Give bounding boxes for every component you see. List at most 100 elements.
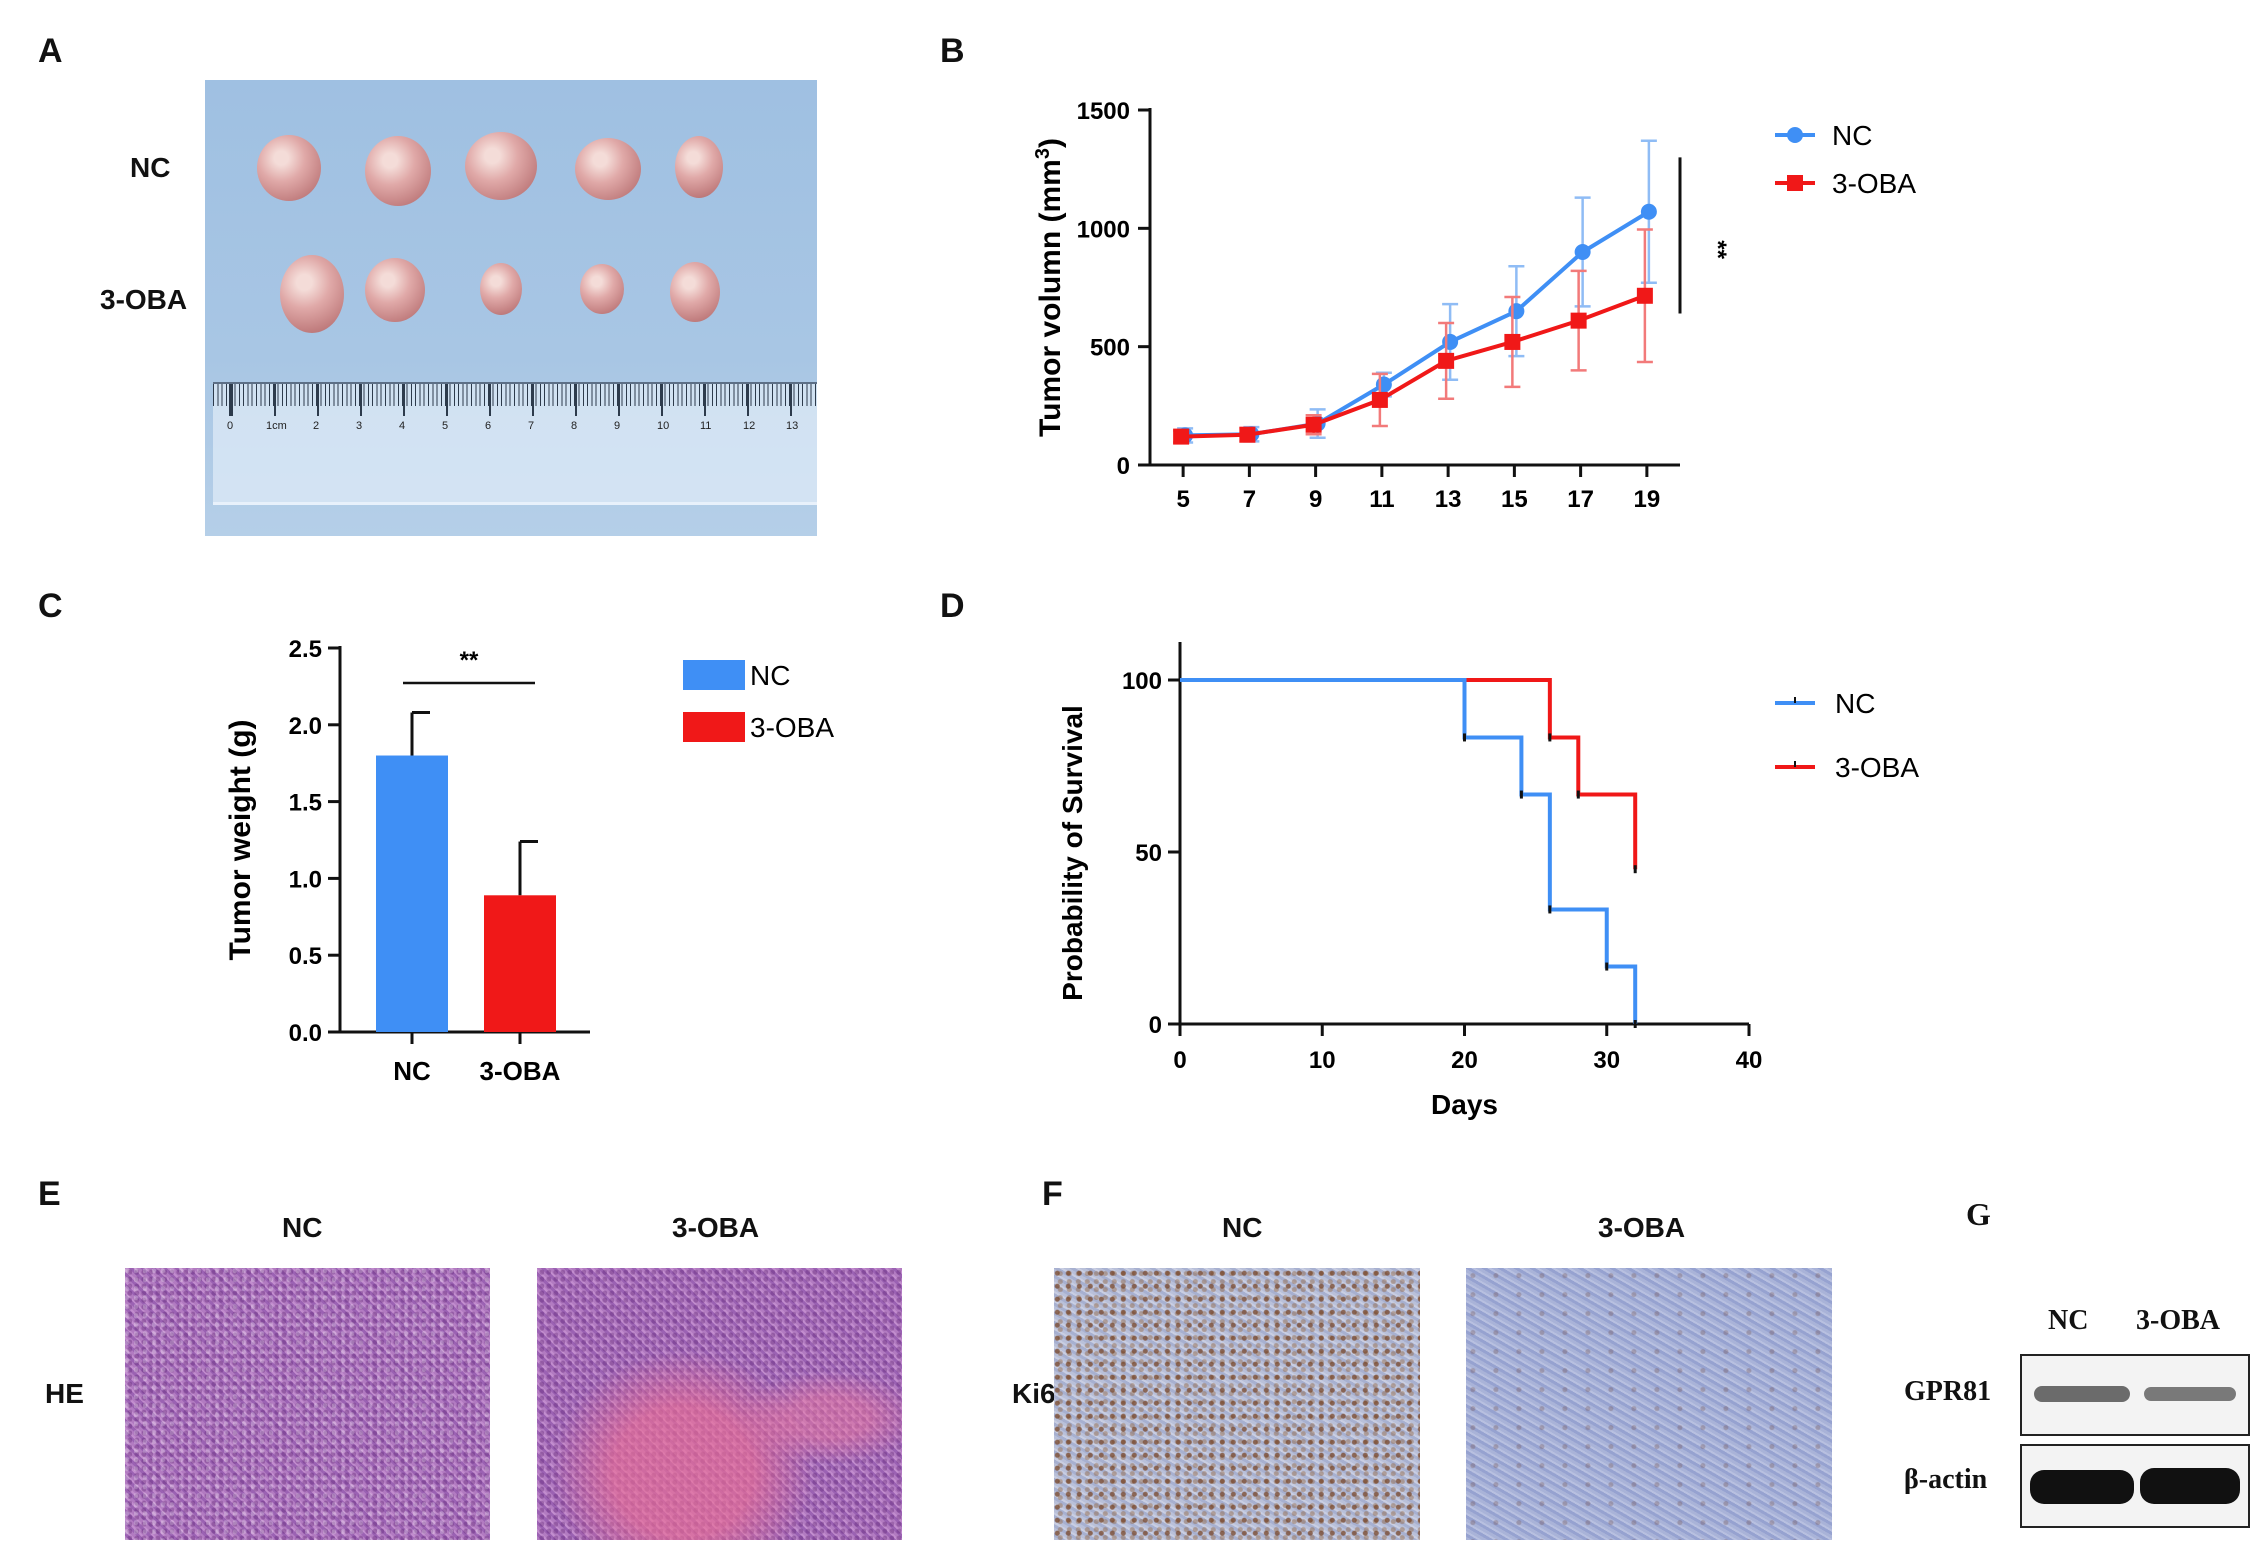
data-point [1636, 287, 1653, 304]
series-line-3oba [1181, 293, 1646, 439]
y-axis-label-close: ) [1034, 138, 1067, 148]
panel-label-g: G [1966, 1196, 1991, 1232]
panel-label-b: B [940, 32, 965, 70]
x-tick-label: 17 [1567, 486, 1594, 513]
he-image-3oba [537, 1268, 902, 1540]
legend-label: NC [1835, 688, 1875, 719]
y-tick-label: 0 [1149, 1012, 1162, 1039]
x-tick-label: 19 [1634, 486, 1661, 513]
legend-marker [1787, 127, 1803, 143]
data-point [1173, 428, 1190, 445]
bar-3oba [484, 895, 556, 1032]
survival-curve-nc [1180, 678, 1638, 1024]
ruler-tick-label: 13 [786, 420, 799, 432]
ruler-tick-label: 1cm [266, 420, 287, 432]
ki67-image-3oba [1466, 1268, 1832, 1540]
tumor-nc-4 [575, 138, 641, 200]
ruler-tick-label: 10 [657, 420, 670, 432]
panel-a-row-label-nc: NC [130, 152, 171, 183]
x-tick-label: 15 [1501, 486, 1528, 513]
ruler-tick-label: 9 [614, 420, 621, 432]
panel-a-row-label-3oba: 3-OBA [100, 284, 188, 315]
data-point [1305, 416, 1322, 433]
blot-actin [2020, 1444, 2250, 1528]
ruler-tick-label: 0 [227, 420, 234, 432]
y-axis-label: Probability of Survival [1057, 705, 1088, 1001]
blot-row-label-actin: β-actin [1904, 1464, 1988, 1495]
tumor-nc-2 [365, 136, 431, 206]
ruler-tick-label: 12 [743, 420, 756, 432]
bar-nc [376, 755, 448, 1032]
survival-curve-3oba [1180, 678, 1638, 870]
x-tick-label: 30 [1593, 1047, 1620, 1074]
legend-swatch [683, 660, 745, 690]
x-axis-label: Days [1431, 1089, 1498, 1120]
legend-swatch [683, 712, 745, 742]
x-tick-label: 10 [1309, 1047, 1336, 1074]
ruler-tick-label: 2 [313, 420, 320, 432]
panel-e-col-3oba: 3-OBA [672, 1212, 760, 1243]
ruler-tick-label: 11 [700, 420, 712, 432]
panel-label-e: E [38, 1175, 61, 1213]
blot-band-gpr81-3oba [2144, 1387, 2236, 1401]
significance-label: ** [1704, 240, 1731, 259]
tumor-nc-1 [257, 135, 321, 201]
panel-label-c: C [38, 587, 63, 625]
tumor-oba-5 [670, 262, 720, 322]
y-tick-label: 1000 [1077, 216, 1130, 243]
y-tick-label: 0.0 [289, 1020, 322, 1047]
x-tick-label: 0 [1173, 1047, 1186, 1074]
y-tick-label: 500 [1090, 335, 1130, 362]
x-tick-label: 3-OBA [480, 1056, 561, 1086]
y-tick-label: 2.5 [289, 636, 322, 663]
tumor-oba-2 [365, 258, 425, 322]
data-point [1239, 426, 1256, 443]
ruler-tick-label: 5 [442, 420, 449, 432]
x-tick-label: 40 [1736, 1047, 1763, 1074]
panel-f-col-nc: NC [1222, 1212, 1263, 1243]
y-tick-label: 0 [1117, 453, 1130, 480]
data-point [1438, 352, 1455, 369]
y-tick-label: 100 [1122, 668, 1162, 695]
panel-label-d: D [940, 587, 965, 625]
data-point [1570, 312, 1587, 329]
ruler-tick-label: 3 [356, 420, 363, 432]
y-axis-label: Tumor volumn (mm3) [1032, 138, 1067, 437]
data-point [1371, 391, 1388, 408]
panel-f-col-3oba: 3-OBA [1598, 1212, 1686, 1243]
y-tick-label: 1500 [1077, 98, 1130, 125]
y-axis-label: Tumor weight (g) [224, 719, 257, 960]
x-tick-label: 7 [1243, 486, 1256, 513]
ki67-image-nc [1054, 1268, 1420, 1540]
y-tick-label: 1.5 [289, 790, 322, 817]
panel-e-row-label: HE [45, 1378, 84, 1409]
ruler-tick-label: 6 [485, 420, 492, 432]
data-point [1508, 303, 1525, 320]
ruler-tick-label: 7 [528, 420, 535, 432]
ruler: 0 1cm 2 3 4 5 6 7 8 9 10 11 12 13 [213, 382, 817, 505]
y-tick-label: 2.0 [289, 713, 322, 740]
legend-label: NC [1832, 120, 1872, 151]
he-image-nc [125, 1268, 490, 1540]
panel-label-a: A [38, 32, 63, 70]
blot-gpr81 [2020, 1354, 2250, 1436]
legend-label: 3-OBA [750, 712, 834, 743]
legend-label: NC [750, 660, 790, 691]
data-point [1640, 203, 1657, 220]
panel-e-col-nc: NC [282, 1212, 323, 1243]
legend-marker [1787, 175, 1803, 191]
legend-label: 3-OBA [1835, 752, 1919, 783]
ruler-tick-label: 4 [399, 420, 406, 432]
data-point [1504, 333, 1521, 350]
panel-g-col-3oba: 3-OBA [2136, 1305, 2220, 1336]
survival-chart: 0 50 100 0 10 20 30 40 Days Probability of Surviv… [1057, 642, 1919, 1120]
y-tick-label: 50 [1135, 840, 1162, 867]
tumor-oba-4 [580, 264, 624, 314]
tumor-nc-5 [675, 136, 723, 198]
data-point [1375, 376, 1392, 393]
x-tick-label: NC [393, 1056, 431, 1086]
x-tick-label: 13 [1435, 486, 1462, 513]
tumor-nc-3 [465, 132, 537, 200]
x-tick-label: 20 [1451, 1047, 1478, 1074]
y-tick-label: 1.0 [289, 866, 322, 893]
